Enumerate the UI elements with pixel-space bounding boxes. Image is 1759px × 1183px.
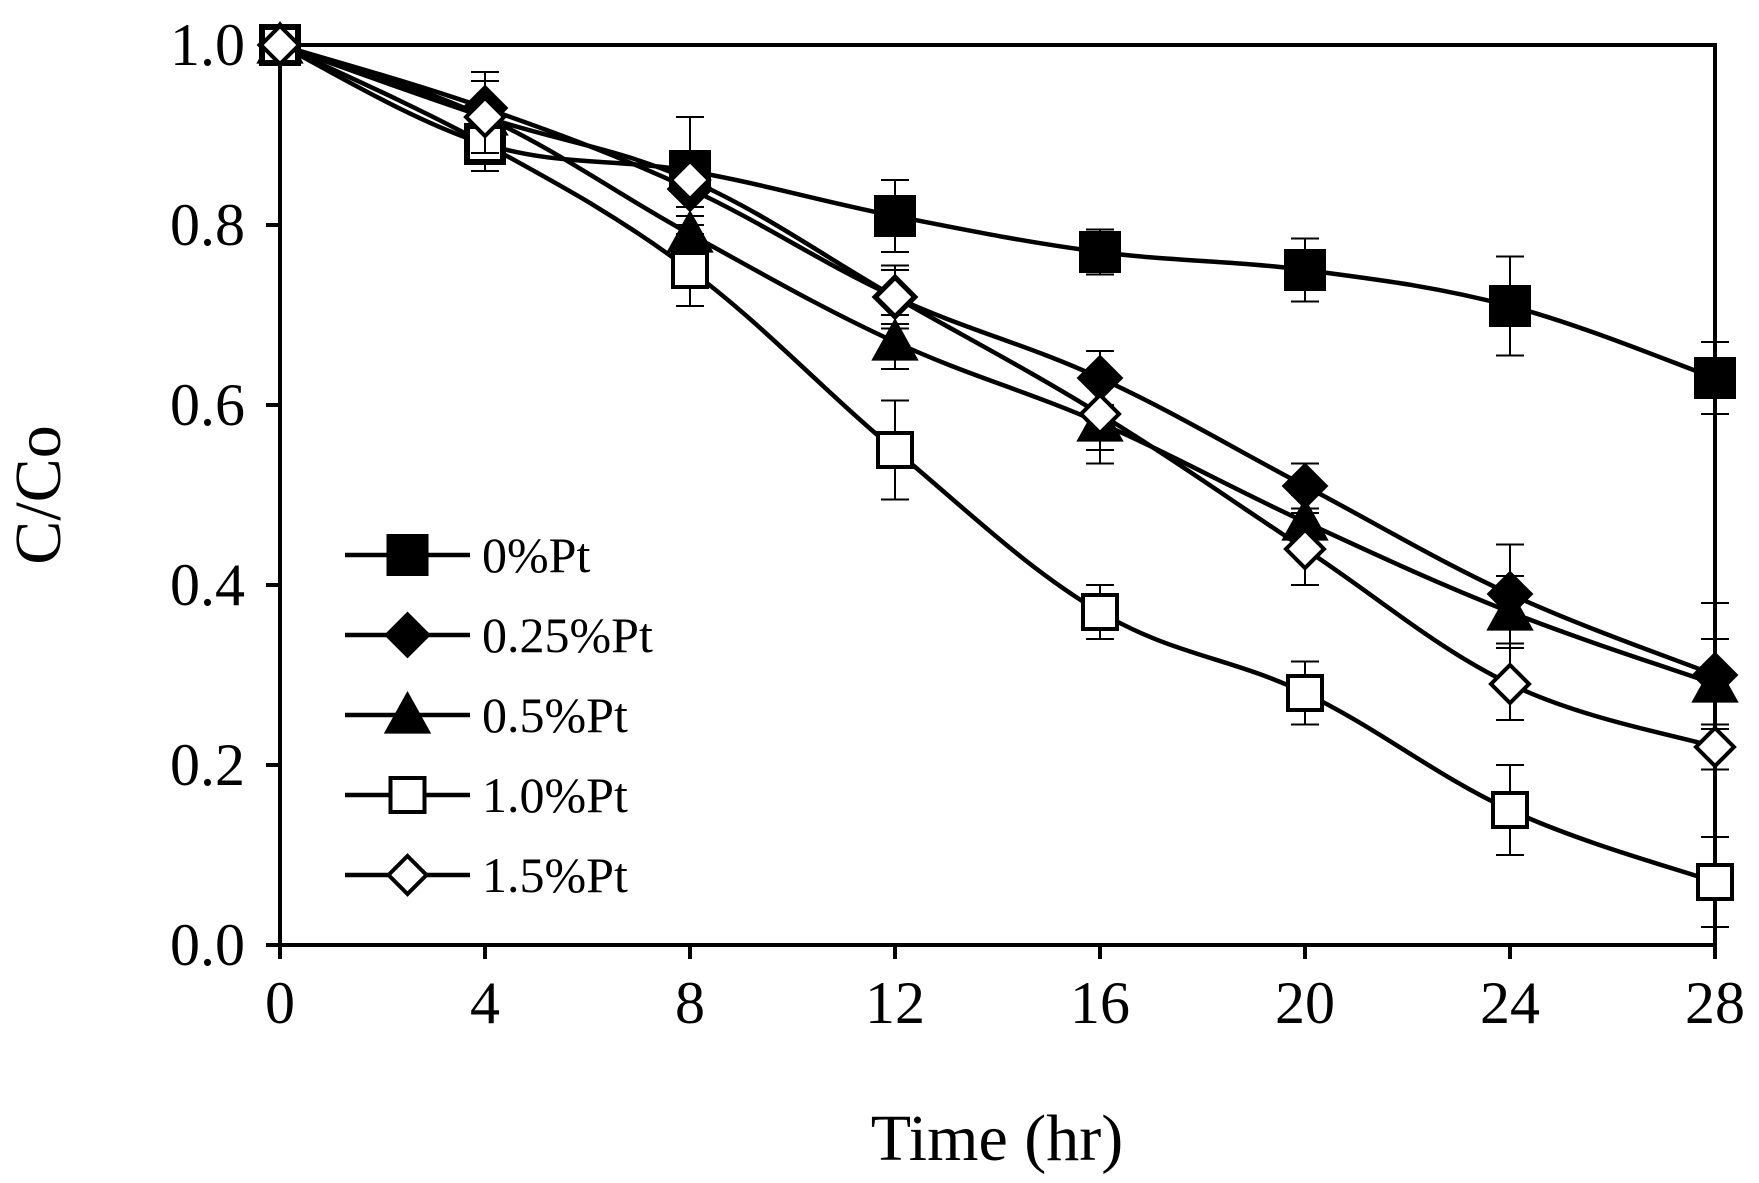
data-point [1491,791,1529,829]
x-tick-label: 28 [1685,970,1745,1036]
data-point [876,431,914,469]
x-tick-label: 0 [265,970,295,1036]
legend-label: 1.5%Pt [482,847,628,903]
y-tick-label: 0.8 [170,192,245,258]
y-tick-label: 0.0 [170,912,245,978]
data-point [1693,725,1737,769]
data-point [463,95,507,139]
x-axis: 0 4 8 12 16 20 24 28 [265,945,1745,1036]
x-tick-label: 20 [1275,970,1335,1036]
data-point [874,195,916,237]
x-tick-label: 4 [470,970,500,1036]
y-axis: 0.0 0.2 0.4 0.6 0.8 1.0 [170,12,280,978]
legend-label: 0%Pt [482,527,590,583]
series-line [279,42,1716,885]
series-line [279,42,1716,678]
data-point [1488,662,1532,706]
data-point [871,317,919,361]
legend-marker [388,776,427,814]
data-point [1694,357,1736,399]
data-point [1078,392,1122,436]
series-1-5pctpt [258,23,1737,771]
legend-label: 0.5%Pt [482,687,628,743]
data-point [258,23,302,67]
series-line [279,42,1716,750]
data-point [1486,587,1534,631]
x-tick-label: 16 [1070,970,1130,1036]
x-tick-label: 8 [675,970,705,1036]
data-point [1691,659,1739,703]
data-point [1696,863,1734,901]
data-point [1079,231,1121,273]
y-tick-label: 0.4 [170,552,245,618]
y-tick-label: 0.2 [170,732,245,798]
legend-marker [383,690,432,734]
legend-item: 0%Pt [345,527,590,583]
legend-marker [385,853,430,897]
y-axis-title: C/Co [2,425,75,564]
data-point [873,275,917,319]
x-tick-label: 12 [865,970,925,1036]
series-line [279,42,1716,687]
y-tick-label: 1.0 [170,12,245,78]
series-layer [256,20,1739,928]
data-point [1283,527,1327,571]
legend-marker [384,611,431,659]
y-tick-label: 0.6 [170,372,245,438]
data-point [1081,593,1119,631]
x-tick-label: 24 [1480,970,1540,1036]
legend: 0%Pt 0.25%Pt 0.5%Pt 1.0%Pt 1.5%Pt [345,527,653,903]
legend-item: 1.5%Pt [345,847,628,903]
legend-item: 1.0%Pt [345,767,628,823]
legend-marker [386,534,429,576]
data-point [1286,674,1324,712]
data-point [671,251,709,289]
data-point [668,158,712,202]
legend-label: 0.25%Pt [482,607,653,663]
legend-label: 1.0%Pt [482,767,628,823]
x-axis-title: Time (hr) [871,1102,1123,1175]
data-point [1284,249,1326,291]
plot-area-frame [278,43,1717,947]
data-point [1489,285,1531,327]
legend-item: 0.25%Pt [345,607,653,663]
legend-item: 0.5%Pt [345,687,628,743]
